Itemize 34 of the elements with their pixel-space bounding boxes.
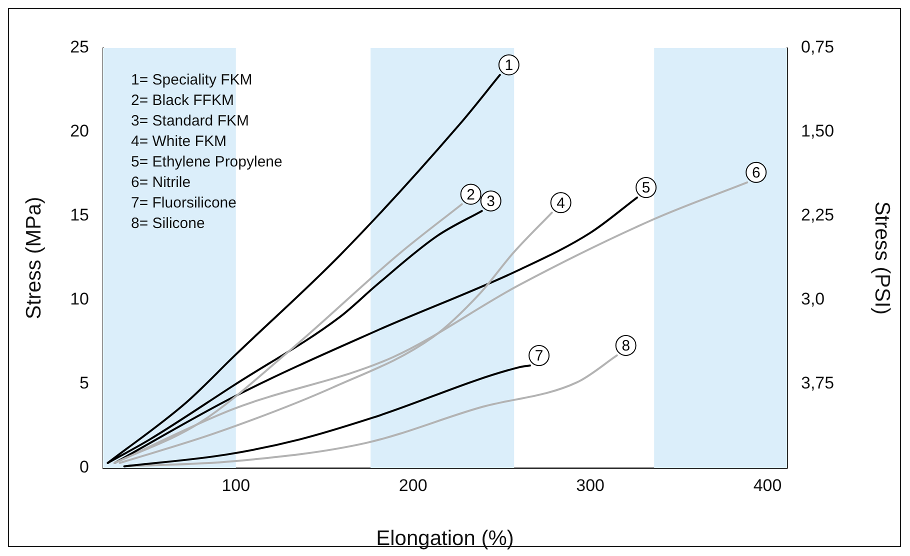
y2-tick-label: 2,25 [801,206,834,225]
y2-tick-label: 3,0 [801,290,825,309]
legend-label: 3 [486,193,496,210]
series-label: 4 [556,194,566,212]
annotation: 3= Standard FKM [131,112,249,130]
x-tick-label: 400 [753,476,782,495]
x-tick-label: 100 [222,476,250,495]
y2-tick-label: 1,50 [801,122,834,141]
series-label: 7 [534,348,544,365]
annotation: 4= White FKM [131,133,226,150]
series-label: 6 [752,164,760,182]
annotation: 2= Black FFKM [131,92,234,110]
series-label: 8 [622,338,630,355]
y-tick-label: 10 [70,290,89,309]
annotation: 6= Nitrile [131,174,191,192]
y-tick-label: 20 [70,122,89,141]
annotation: 7= Fluorsilicone [131,194,236,212]
series-label: 2 [466,186,476,204]
x-tick-label: 300 [576,476,604,495]
annotation: 5= Ethylene Propylene [131,154,282,171]
y-tick-label: 25 [70,38,89,57]
x-axis-title: Elongation (%) [376,527,514,550]
series-label: 5 [642,180,650,197]
y2-tick-label: 3,75 [801,374,834,393]
x-tick-label: 200 [398,476,428,495]
y-tick-label: 0 [80,458,89,477]
y-tick-label: 5 [80,374,89,393]
y-axis-title: Stress (MPa) [22,196,46,320]
annotation: 8= Silicone [131,215,205,232]
annotation: 1= Speciality FKM [131,72,252,89]
series-label: 1 [504,57,514,74]
y-tick-label: 15 [70,206,89,225]
y2-tick-label: 0,75 [801,38,834,57]
y2-axis-title: Stress (PSI) [870,201,894,315]
